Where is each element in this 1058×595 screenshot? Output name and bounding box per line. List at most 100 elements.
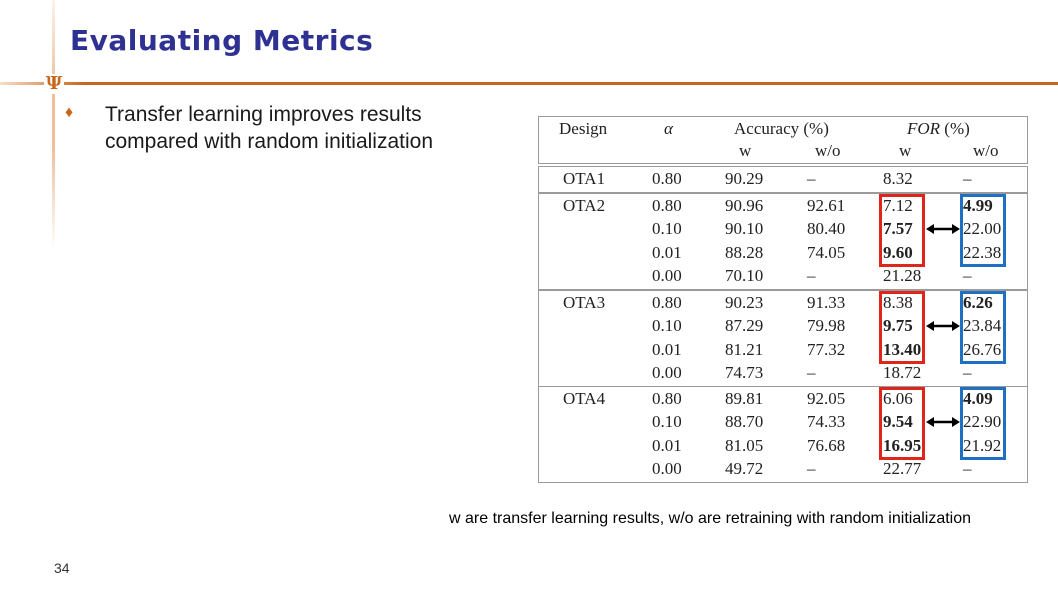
cell-for-w: 13.40 [883,339,922,359]
cell-alpha: 0.00 [652,265,682,285]
cell-for-wo: 22.38 [963,242,1002,262]
cell-acc-wo: 77.32 [807,339,846,359]
table-header-section: Design α Accuracy (%) FOR (%) w w/o w w/… [538,116,1028,164]
cell-for-w: 8.38 [883,293,913,312]
table-group-ota2: OTA2 0.80 90.96 92.61 7.12 4.99 0.10 90.10 80.40… [538,193,1028,291]
cell-for-wo: 21.92 [963,435,1002,455]
cell-for-w: 9.75 [883,316,913,336]
header-acc-w: w [739,141,752,160]
cell-alpha: 0.10 [652,316,682,336]
cell-acc-wo: 92.61 [807,196,846,215]
cell-for-wo: – [963,169,972,188]
cell-for-wo: 22.90 [963,412,1002,432]
cell-acc-wo: 76.68 [807,435,846,455]
cell-acc-wo: – [807,458,816,478]
cell-acc-w: 70.10 [725,265,764,285]
cell-for-w: 9.54 [883,412,913,432]
cell-acc-w: 90.29 [725,169,764,188]
accent-vertical-line [52,0,55,250]
cell-for-w: 18.72 [883,362,922,382]
cell-alpha: 0.01 [652,242,682,262]
cell-for-w: 21.28 [883,265,922,285]
cell-acc-w: 89.81 [725,389,764,408]
cell-acc-w: 88.28 [725,242,764,262]
header-for-wo: w/o [973,141,999,160]
cell-alpha: 0.00 [652,458,682,478]
cell-acc-w: 88.70 [725,412,764,432]
cell-acc-w: 90.96 [725,196,764,215]
table-caption: w are transfer learning results, w/o are… [449,510,972,527]
highlight-box-w [879,387,925,460]
cell-alpha: 0.80 [652,169,682,188]
cell-for-wo: – [963,362,972,382]
cell-alpha: 0.80 [652,293,682,312]
page-number: 34 [54,560,70,576]
cell-for-wo: – [963,265,972,285]
header-for: FOR (%) [907,117,970,140]
header-design: Design [559,119,608,138]
diamond-bullet-icon: ♦ [65,104,74,121]
cell-alpha: 0.01 [652,435,682,455]
cell-for-wo: 6.26 [963,293,993,312]
cell-acc-w: 90.23 [725,293,764,312]
cell-design: OTA3 [563,293,606,312]
highlight-box-wo [960,194,1006,267]
cell-acc-w: 87.29 [725,316,764,336]
university-logo-icon: Ψ [44,73,64,94]
cell-for-wo: 4.99 [963,196,993,215]
cell-design: OTA4 [563,389,606,408]
cell-acc-wo: – [807,169,816,188]
cell-for-wo: 22.00 [963,219,1002,239]
cell-acc-wo: 91.33 [807,293,846,312]
cell-acc-wo: – [807,362,816,382]
highlight-box-wo [960,291,1006,364]
header-acc-wo: w/o [815,141,841,160]
cell-for-w: 9.60 [883,242,913,262]
cell-for-w: 16.95 [883,435,922,455]
cell-design: OTA1 [563,169,606,188]
cell-alpha: 0.10 [652,412,682,432]
cell-for-wo: 23.84 [963,316,1002,336]
highlight-box-w [879,194,925,267]
header-alpha: α [664,119,673,138]
cell-for-w: 22.77 [883,458,922,478]
double-arrow-icon [926,224,960,235]
table-group-ota1: OTA1 0.80 90.29 – 8.32 – [538,166,1028,194]
cell-design: OTA2 [563,196,606,215]
cell-alpha: 0.00 [652,362,682,382]
cell-acc-w: 81.21 [725,339,764,359]
cell-acc-w: 49.72 [725,458,764,478]
cell-acc-w: 81.05 [725,435,764,455]
header-for-unit: (%) [944,119,970,138]
table-group-ota3: OTA3 0.80 90.23 91.33 8.38 6.26 0.10 87.29 79.98… [538,290,1028,388]
highlight-box-w [879,291,925,364]
slide-title: Evaluating Metrics [70,24,374,57]
cell-for-w: 7.57 [883,219,913,239]
results-table: Design α Accuracy (%) FOR (%) w w/o w w/… [538,116,1028,484]
double-arrow-icon [926,321,960,332]
bullet-point-text: Transfer learning improves results compa… [105,103,433,153]
cell-alpha: 0.80 [652,196,682,215]
cell-for-wo: 26.76 [963,339,1002,359]
cell-alpha: 0.01 [652,339,682,359]
header-accuracy: Accuracy (%) [734,119,829,138]
cell-acc-w: 74.73 [725,362,764,382]
table-group-ota4: OTA4 0.80 89.81 92.05 6.06 4.09 0.10 88.70 74.33… [538,386,1028,484]
cell-acc-wo: 79.98 [807,316,846,336]
header-for-label: FOR [907,119,941,138]
cell-for-w: 6.06 [883,389,913,408]
cell-for-wo: – [963,458,972,478]
cell-for-wo: 4.09 [963,389,993,408]
header-for-w: w [899,141,912,160]
highlight-box-wo [960,387,1006,460]
cell-acc-wo: 74.05 [807,242,846,262]
cell-alpha: 0.10 [652,219,682,239]
cell-for-w: 7.12 [883,196,913,215]
cell-acc-wo: 92.05 [807,389,846,408]
cell-acc-wo: 74.33 [807,412,846,432]
cell-for-w: 8.32 [883,169,913,188]
cell-acc-wo: – [807,265,816,285]
cell-acc-wo: 80.40 [807,219,846,239]
double-arrow-icon [926,417,960,428]
cell-alpha: 0.80 [652,389,682,408]
